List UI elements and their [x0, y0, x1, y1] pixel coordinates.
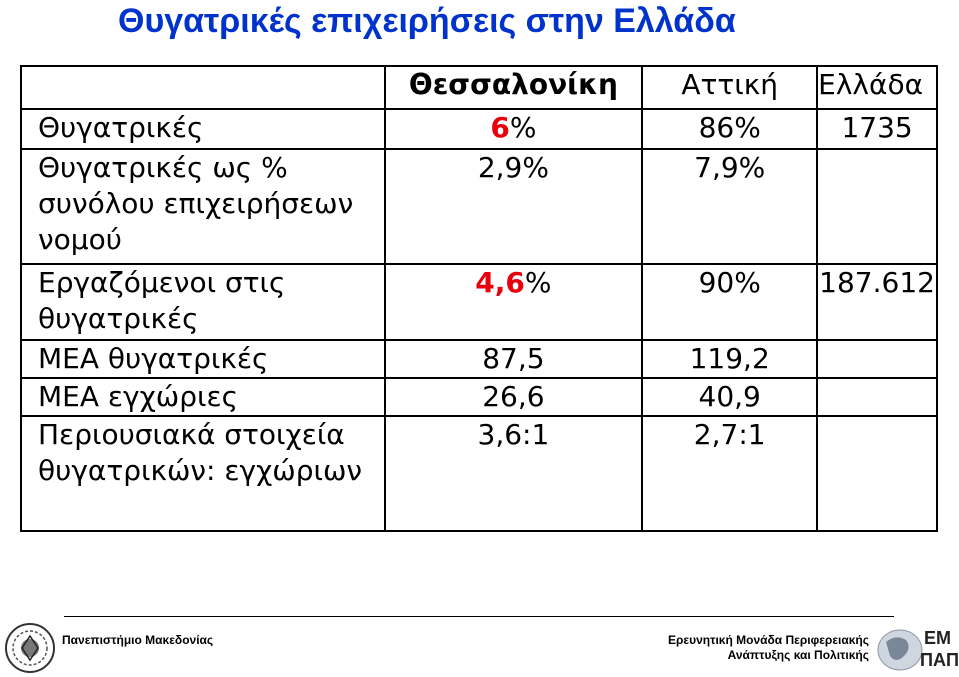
header-thessaloniki: Θεσσαλονίκη: [383, 65, 644, 110]
cell-thessaloniki: 4,6%: [383, 263, 644, 341]
cell-attiki: 7,9%: [641, 148, 819, 265]
footer-research-unit: Ερευνητική Μονάδα Περιφερειακής Ανάπτυξη…: [668, 633, 869, 663]
logo-text-top: ΕΜ: [924, 628, 951, 648]
university-seal-icon: [5, 623, 55, 673]
cell-ellada: [816, 148, 938, 265]
footer-right-line2: Ανάπτυξης και Πολιτικής: [727, 648, 869, 662]
table-row: ΜΕΑ θυγατρικές 87,5 119,2: [20, 339, 938, 379]
cell-thessaloniki: 2,9%: [383, 148, 644, 265]
unit: %: [509, 111, 537, 144]
unit: %: [524, 266, 552, 299]
row-label: ΜΕΑ εγχώριες: [20, 377, 386, 417]
cell-attiki: 119,2: [641, 339, 819, 379]
cell-attiki: 90%: [641, 263, 819, 341]
header-attiki: Αττική: [641, 65, 819, 110]
cell-ellada: [816, 339, 938, 379]
row-label: Θυγατρικές: [20, 108, 386, 150]
cell-thessaloniki: 26,6: [383, 377, 644, 417]
highlight-value: 4,6: [475, 266, 525, 299]
table-header-row: Θεσσαλονίκη Αττική Ελλάδα: [20, 65, 938, 110]
cell-ellada: 187.612: [816, 263, 938, 341]
cell-attiki: 40,9: [641, 377, 819, 417]
table-row: ΜΕΑ εγχώριες 26,6 40,9: [20, 377, 938, 417]
highlight-value: 6: [490, 111, 510, 144]
cell-thessaloniki: 87,5: [383, 339, 644, 379]
cell-thessaloniki: 3,6:1: [383, 415, 644, 532]
cell-ellada: [816, 377, 938, 417]
footer-right-line1: Ερευνητική Μονάδα Περιφερειακής: [667, 633, 869, 647]
cell-attiki: 86%: [641, 108, 819, 150]
cell-thessaloniki: 6%: [383, 108, 644, 150]
cell-ellada: 1735: [816, 108, 938, 150]
empap-logo-icon: ΕΜ ΠΑΠ: [877, 628, 958, 671]
table-row: Θυγατρικές 6% 86% 1735: [20, 108, 938, 150]
header-ellada: Ελλάδα: [816, 65, 938, 110]
footer-university: Πανεπιστήμιο Μακεδονίας: [62, 633, 214, 647]
table-row: Εργαζόμενοι στις θυγατρικές 4,6% 90% 187…: [20, 263, 938, 341]
table-row: Περιουσιακά στοιχεία θυγατρικών: εγχώριω…: [20, 415, 938, 532]
cell-attiki: 2,7:1: [641, 415, 819, 532]
row-label: ΜΕΑ θυγατρικές: [20, 339, 386, 379]
footer-divider: [64, 616, 894, 617]
table-row: Θυγατρικές ως % συνόλου επιχειρήσεων νομ…: [20, 148, 938, 265]
page-title: Θυγατρικές επιχειρήσεις στην Ελλάδα: [118, 2, 736, 40]
data-table: Θεσσαλονίκη Αττική Ελλάδα Θυγατρικές 6% …: [20, 65, 938, 532]
row-label: Θυγατρικές ως % συνόλου επιχειρήσεων νομ…: [20, 148, 386, 265]
row-label: Εργαζόμενοι στις θυγατρικές: [20, 263, 386, 341]
logo-text-bottom: ΠΑΠ: [920, 650, 958, 670]
cell-ellada: [816, 415, 938, 532]
row-label: Περιουσιακά στοιχεία θυγατρικών: εγχώριω…: [20, 415, 386, 532]
header-empty: [20, 65, 386, 110]
